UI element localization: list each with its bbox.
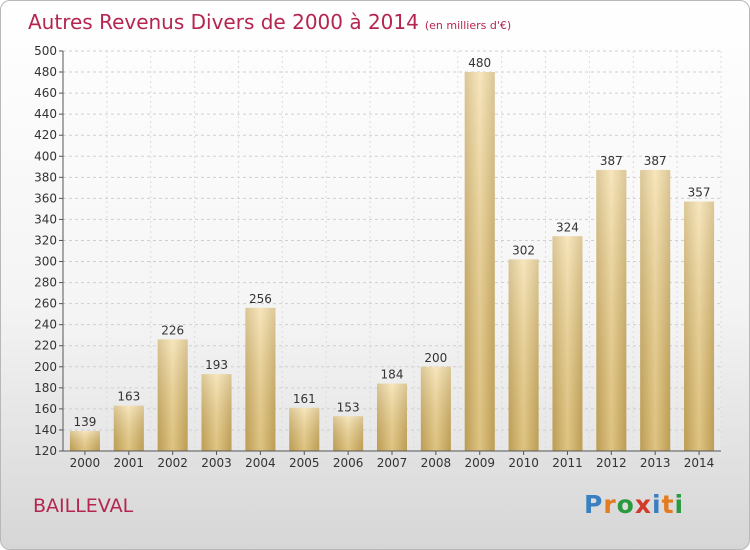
y-tick-label: 380 xyxy=(34,170,57,184)
logo-letter: P xyxy=(584,490,604,519)
commune-name: BAILLEVAL xyxy=(33,495,134,517)
bar-shade-2008 xyxy=(420,366,451,451)
bar-shade-2006 xyxy=(333,416,364,451)
bar-shade-2011 xyxy=(552,236,583,451)
x-tick-label-2003: 2003 xyxy=(201,456,232,470)
bar-shade-2000 xyxy=(69,431,100,451)
y-tick-label: 400 xyxy=(34,149,57,163)
x-tick-label-2010: 2010 xyxy=(508,456,539,470)
logo-letter: x xyxy=(634,490,652,519)
y-tick-label: 120 xyxy=(34,444,57,458)
bar-shade-2007 xyxy=(377,383,407,451)
x-tick-label-2002: 2002 xyxy=(157,456,188,470)
y-tick-label: 340 xyxy=(34,212,57,226)
x-tick-label-2000: 2000 xyxy=(70,456,101,470)
value-label-2014: 357 xyxy=(688,186,711,200)
y-tick-label: 320 xyxy=(34,233,57,247)
value-label-2006: 153 xyxy=(337,400,360,414)
logo-letter: i xyxy=(652,490,662,519)
bar-shade-2003 xyxy=(201,374,232,451)
y-tick-label: 140 xyxy=(34,423,57,437)
bar-shade-2001 xyxy=(113,405,144,451)
y-tick-label: 440 xyxy=(34,107,57,121)
value-label-2013: 387 xyxy=(644,154,667,168)
logo-letter: i xyxy=(674,490,685,519)
y-tick-label: 360 xyxy=(34,191,57,205)
y-tick-label: 260 xyxy=(34,297,57,311)
chart-title: Autres Revenus Divers de 2000 à 2014 (en … xyxy=(28,10,511,34)
value-label-2011: 324 xyxy=(556,220,579,234)
y-tick-label: 300 xyxy=(34,255,57,269)
bar-shade-2004 xyxy=(245,307,276,451)
y-tick-label: 480 xyxy=(34,65,57,79)
x-tick-label-2011: 2011 xyxy=(552,456,583,470)
x-tick-label-2005: 2005 xyxy=(289,456,320,470)
chart-title-text: Autres Revenus Divers de 2000 à 2014 xyxy=(28,10,419,34)
x-tick-label-2012: 2012 xyxy=(596,456,627,470)
bar-shade-2012 xyxy=(596,169,627,451)
bar-shade-2014 xyxy=(684,201,715,451)
x-tick-label-2009: 2009 xyxy=(464,456,495,470)
y-tick-label: 180 xyxy=(34,381,57,395)
y-tick-label: 160 xyxy=(34,402,57,416)
value-label-2005: 161 xyxy=(293,392,316,406)
value-label-2007: 184 xyxy=(381,368,404,382)
x-tick-label-2013: 2013 xyxy=(640,456,671,470)
y-tick-label: 280 xyxy=(34,276,57,290)
x-tick-label-2014: 2014 xyxy=(684,456,715,470)
y-tick-label: 220 xyxy=(34,339,57,353)
proxiti-logo: Proxiti xyxy=(584,490,684,519)
x-tick-label-2001: 2001 xyxy=(114,456,145,470)
axis-layer: 120 140 160 180 200 220 240 260 280 300 320 340 360 3… xyxy=(34,44,721,470)
x-tick-label-2008: 2008 xyxy=(421,456,452,470)
logo-letter: o xyxy=(616,490,635,519)
value-label-2008: 200 xyxy=(424,351,447,365)
y-tick-label: 200 xyxy=(34,360,57,374)
value-label-2009: 480 xyxy=(468,56,491,70)
y-tick-label: 240 xyxy=(34,318,57,332)
bar-shade-2013 xyxy=(640,169,671,451)
y-tick-label: 460 xyxy=(34,86,57,100)
logo-letter: t xyxy=(661,490,675,519)
bar-shade-2002 xyxy=(157,339,188,451)
bar-shade-2010 xyxy=(508,259,539,451)
value-label-2003: 193 xyxy=(205,358,228,372)
value-label-2004: 256 xyxy=(249,292,272,306)
value-label-2002: 226 xyxy=(161,323,184,337)
value-label-2000: 139 xyxy=(73,415,96,429)
chart-unit: (en milliers d'€) xyxy=(424,19,512,32)
value-label-2010: 302 xyxy=(512,243,535,257)
logo-letter: r xyxy=(603,490,617,519)
x-tick-label-2006: 2006 xyxy=(333,456,364,470)
y-tick-label: 420 xyxy=(34,128,57,142)
x-tick-label-2007: 2007 xyxy=(377,456,408,470)
bar-shade-2005 xyxy=(289,407,320,451)
value-label-2001: 163 xyxy=(117,390,140,404)
bar-shade-2009 xyxy=(464,72,495,451)
value-label-2012: 387 xyxy=(600,154,623,168)
x-tick-label-2004: 2004 xyxy=(245,456,276,470)
y-tick-label: 500 xyxy=(34,44,57,58)
bars-layer: 139 163 226 193 256 161 153 184 200 480 302 324 387 3… xyxy=(69,56,715,451)
